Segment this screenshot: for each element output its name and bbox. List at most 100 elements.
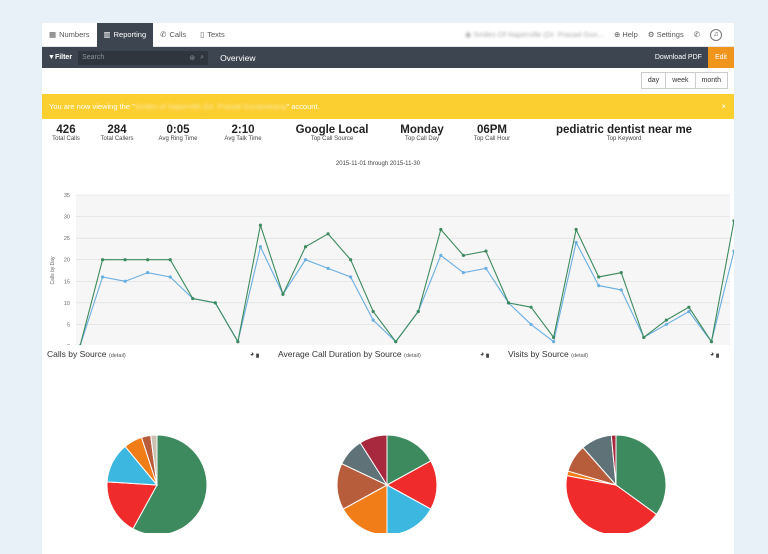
pie-slice[interactable] <box>615 434 667 516</box>
data-point[interactable] <box>732 249 734 253</box>
data-point[interactable] <box>619 288 623 292</box>
pie-slice[interactable] <box>565 475 658 533</box>
data-point[interactable] <box>100 275 105 279</box>
data-point[interactable] <box>687 305 691 309</box>
range-month-button[interactable]: month <box>694 72 728 89</box>
data-point[interactable] <box>123 258 127 262</box>
detail-link[interactable]: (detail) <box>571 353 588 359</box>
data-point[interactable] <box>371 309 375 314</box>
data-point[interactable] <box>326 266 330 270</box>
pie-slice[interactable] <box>610 434 617 486</box>
range-day-button[interactable]: day <box>640 72 667 89</box>
data-point[interactable] <box>371 318 375 322</box>
tab-texts[interactable]: ▯ Texts <box>193 23 232 47</box>
stat-value: 284 <box>107 124 127 136</box>
edit-button[interactable]: Edit <box>707 47 734 68</box>
data-point[interactable] <box>303 258 308 262</box>
detail-link[interactable]: (detail) <box>404 353 421 359</box>
pie-slice[interactable] <box>342 484 388 533</box>
data-point[interactable] <box>258 223 263 227</box>
data-point[interactable] <box>146 271 150 275</box>
data-point[interactable] <box>100 258 105 262</box>
data-point[interactable] <box>642 335 646 339</box>
range-week-button[interactable]: week <box>665 72 696 89</box>
data-point[interactable] <box>461 253 465 257</box>
stat-avg-talk-time: 2:10 Avg Talk Time <box>216 124 270 142</box>
detail-link[interactable]: (detail) <box>108 353 126 359</box>
mobile-icon: ▯ <box>200 30 205 39</box>
bell-icon[interactable]: ♫ <box>710 28 722 41</box>
data-point[interactable] <box>461 271 465 275</box>
bar-chart-icon[interactable]: ▖ <box>486 351 492 358</box>
data-point[interactable] <box>484 249 488 253</box>
close-icon[interactable]: × <box>721 102 726 111</box>
data-point[interactable] <box>709 340 714 344</box>
stat-value: Monday <box>400 124 444 136</box>
pie-slice[interactable] <box>132 434 208 533</box>
tab-numbers[interactable]: ▦ Numbers <box>42 23 97 47</box>
pie-chart-icon[interactable]: ◕ <box>250 351 255 358</box>
data-point[interactable] <box>123 279 127 283</box>
data-point[interactable] <box>78 344 82 345</box>
phone-status-icon[interactable]: ✆ <box>693 30 700 39</box>
data-point[interactable] <box>258 245 263 249</box>
pie-chart-icon[interactable]: ◕ <box>710 351 715 358</box>
settings-link[interactable]: ⚙ Settings <box>648 30 684 39</box>
filter-button[interactable]: ▼Filter <box>42 54 78 61</box>
data-point[interactable] <box>303 245 308 249</box>
pie-slice[interactable] <box>150 434 158 486</box>
pie-slice[interactable] <box>106 481 158 530</box>
data-point[interactable] <box>664 322 668 327</box>
y-tick-label: 20 <box>64 258 70 264</box>
data-point[interactable] <box>506 301 511 305</box>
pie-slice[interactable] <box>386 434 432 486</box>
data-point[interactable] <box>551 335 556 339</box>
pie-slice[interactable] <box>385 460 438 510</box>
data-point[interactable] <box>236 340 240 344</box>
pie-chart-icon[interactable]: ◕ <box>480 351 485 358</box>
data-point[interactable] <box>574 240 578 245</box>
data-point[interactable] <box>597 275 601 279</box>
stat-total-calls: 426 Total Calls <box>44 124 88 142</box>
data-point[interactable] <box>213 301 217 305</box>
search-input[interactable]: Search ⊛ ⌕ <box>78 50 209 65</box>
data-point[interactable] <box>551 340 556 344</box>
pie-slice[interactable] <box>359 434 388 487</box>
data-point[interactable] <box>529 322 533 327</box>
data-point[interactable] <box>687 309 691 314</box>
data-point[interactable] <box>529 305 533 309</box>
data-point[interactable] <box>574 227 578 232</box>
data-point[interactable] <box>349 258 353 262</box>
data-point[interactable] <box>281 292 285 296</box>
data-point[interactable] <box>597 284 601 288</box>
data-point[interactable] <box>191 296 195 301</box>
data-point[interactable] <box>619 271 623 275</box>
bar-chart-icon[interactable]: ▖ <box>716 351 722 358</box>
stat-value: 426 <box>56 124 76 136</box>
data-point[interactable] <box>664 318 668 322</box>
stat-label: Top Keyword <box>606 136 642 142</box>
data-point[interactable] <box>439 227 443 232</box>
help-link[interactable]: ⊕ Help <box>614 30 638 39</box>
search-icon[interactable]: ⌕ <box>200 53 205 61</box>
data-point[interactable] <box>439 253 443 257</box>
tab-calls[interactable]: ✆ Calls <box>153 23 193 47</box>
stat-label: Total Callers <box>100 136 134 142</box>
data-point[interactable] <box>168 275 172 279</box>
pie-slice[interactable] <box>386 484 432 533</box>
data-point[interactable] <box>146 258 150 262</box>
data-point[interactable] <box>416 309 420 314</box>
bar-chart-icon[interactable]: ▖ <box>256 351 262 358</box>
data-point[interactable] <box>168 258 172 262</box>
data-point[interactable] <box>349 275 353 279</box>
tab-reporting[interactable]: ▥ Reporting <box>96 22 154 47</box>
data-point[interactable] <box>394 340 398 344</box>
data-point[interactable] <box>326 232 330 236</box>
target-icon[interactable]: ⊛ <box>189 54 196 62</box>
download-pdf-button[interactable]: Download PDF <box>654 54 702 61</box>
pie-title-calls: Calls by Source (detail) <box>47 349 126 359</box>
account-switcher[interactable]: ◉ Smiles Of Naperville (Dr. Prasad Gun..… <box>465 30 604 39</box>
y-tick-label: 35 <box>64 193 70 199</box>
data-point[interactable] <box>484 266 488 270</box>
data-point[interactable] <box>732 219 734 223</box>
